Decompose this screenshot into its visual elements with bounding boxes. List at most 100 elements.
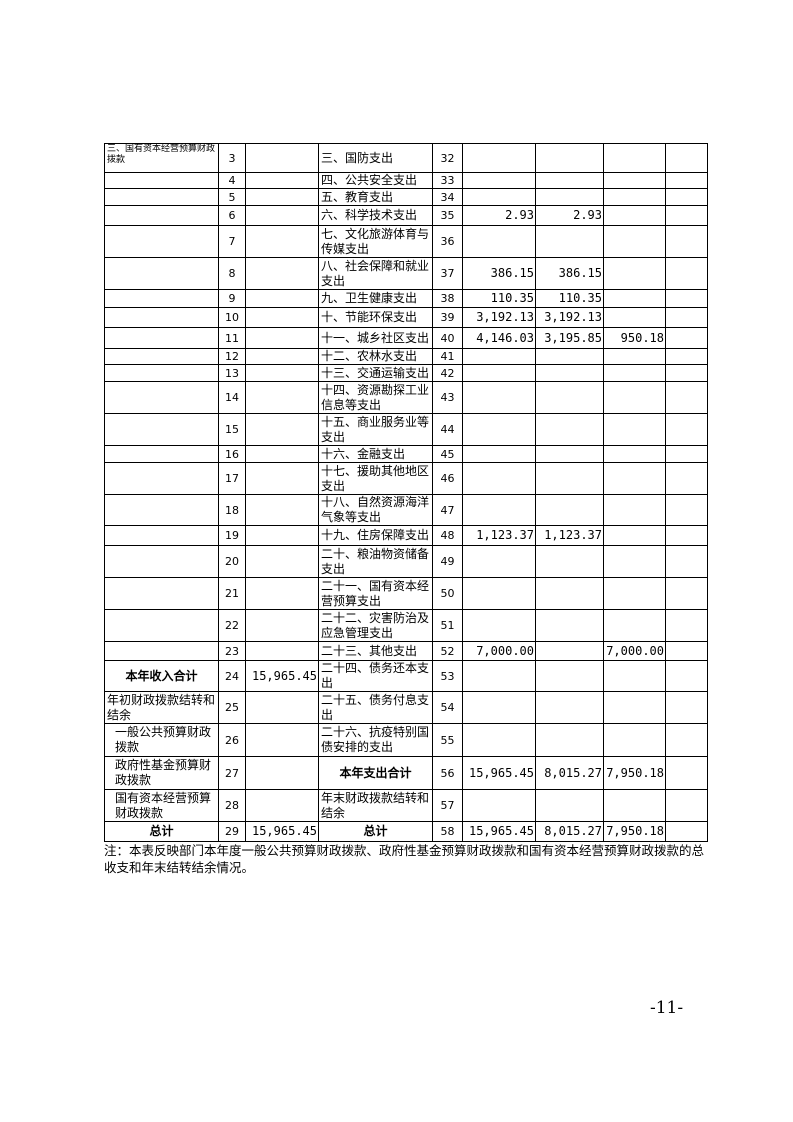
capital-budget [665,188,708,206]
general-budget [535,577,604,610]
income-amount [245,462,319,495]
income-row-no: 25 [218,691,246,724]
general-budget: 110.35 [535,289,604,308]
table-row: 14 十四、资源勘探工业信息等支出 43 [104,381,708,414]
capital-budget [665,413,708,446]
general-budget [535,641,604,661]
income-amount [245,188,319,206]
general-budget [535,225,604,258]
general-budget [535,348,604,365]
general-budget: 8,015.27 [535,821,604,842]
income-amount [245,205,319,226]
expense-row-no: 47 [432,494,463,526]
capital-budget [665,789,708,822]
fund-budget [603,413,666,446]
expense-total [462,723,536,757]
income-row-no: 11 [218,327,246,349]
fund-budget [603,789,666,822]
capital-budget [665,348,708,365]
expense-row-no: 46 [432,462,463,495]
general-budget [535,691,604,724]
table-row: 18 十八、自然资源海洋气象等支出 47 [104,494,708,526]
expense-item: 二十五、债务付息支出 [318,691,433,724]
table-row: 5 五、教育支出 34 [104,188,708,206]
expense-row-no: 35 [432,205,463,226]
expense-item: 五、教育支出 [318,188,433,206]
expense-row-no: 57 [432,789,463,822]
expense-total [462,348,536,365]
expense-total [462,577,536,610]
expense-item: 本年支出合计 [318,756,433,790]
table-row: 23 二十三、其他支出 52 7,000.00 7,000.00 [104,641,708,661]
expense-item: 十八、自然资源海洋气象等支出 [318,494,433,526]
expense-row-no: 49 [432,545,463,578]
income-amount [245,525,319,546]
expense-item: 十一、城乡社区支出 [318,327,433,349]
table-row: 15 十五、商业服务业等支出 44 [104,413,708,446]
expense-item: 二十三、其他支出 [318,641,433,661]
fund-budget [603,172,666,189]
capital-budget [665,723,708,757]
capital-budget [665,545,708,578]
income-item [104,289,219,308]
expense-row-no: 40 [432,327,463,349]
table-row: 10 十、节能环保支出 39 3,192.13 3,192.13 [104,307,708,328]
general-budget [535,413,604,446]
table-row: 政府性基金预算财政拨款 27 本年支出合计 56 15,965.45 8,015.27 7,… [104,756,708,790]
expense-total [462,789,536,822]
income-item: 本年收入合计 [104,660,219,692]
expense-total [462,462,536,495]
table-row: 总计 29 15,965.45 总计 58 15,965.45 8,015.27 7,950.… [104,821,708,842]
income-item [104,327,219,349]
income-row-no: 21 [218,577,246,610]
general-budget [535,381,604,414]
expense-row-no: 48 [432,525,463,546]
fund-budget [603,525,666,546]
expense-row-no: 50 [432,577,463,610]
income-row-no: 3 [218,143,246,173]
general-budget [535,172,604,189]
income-row-no: 13 [218,364,246,382]
capital-budget [665,756,708,790]
income-amount [245,327,319,349]
table-row: 11 十一、城乡社区支出 40 4,146.03 3,195.85 950.18 [104,327,708,349]
expense-total [462,143,536,173]
income-amount [245,257,319,290]
fund-budget [603,205,666,226]
expense-total: 15,965.45 [462,756,536,790]
expense-row-no: 56 [432,756,463,790]
fund-budget: 7,950.18 [603,821,666,842]
expense-total: 7,000.00 [462,641,536,661]
table-row: 22 二十二、灾害防治及应急管理支出 51 [104,609,708,642]
expense-item: 二十二、灾害防治及应急管理支出 [318,609,433,642]
capital-budget [665,381,708,414]
expense-item: 十、节能环保支出 [318,307,433,328]
fund-budget [603,307,666,328]
capital-budget [665,494,708,526]
fund-budget [603,462,666,495]
table-row: 4 四、公共安全支出 33 [104,172,708,189]
income-amount [245,756,319,790]
capital-budget [665,660,708,692]
expense-total [462,660,536,692]
expense-total: 1,123.37 [462,525,536,546]
capital-budget [665,307,708,328]
fund-budget [603,381,666,414]
income-amount [245,609,319,642]
income-row-no: 29 [218,821,246,842]
capital-budget [665,609,708,642]
income-item [104,462,219,495]
fund-budget [603,289,666,308]
expense-row-no: 41 [432,348,463,365]
expense-item: 二十四、债务还本支出 [318,660,433,692]
expense-item: 十六、金融支出 [318,445,433,463]
expense-item: 十九、住房保障支出 [318,525,433,546]
table-note: 注：本表反映部门本年度一般公共预算财政拨款、政府性基金预算财政拨款和国有资本经营… [104,843,705,875]
expense-total [462,413,536,446]
expense-item: 七、文化旅游体育与传媒支出 [318,225,433,258]
expense-total: 15,965.45 [462,821,536,842]
fund-budget [603,723,666,757]
income-item [104,494,219,526]
table-row: 9 九、卫生健康支出 38 110.35 110.35 [104,289,708,308]
income-row-no: 15 [218,413,246,446]
